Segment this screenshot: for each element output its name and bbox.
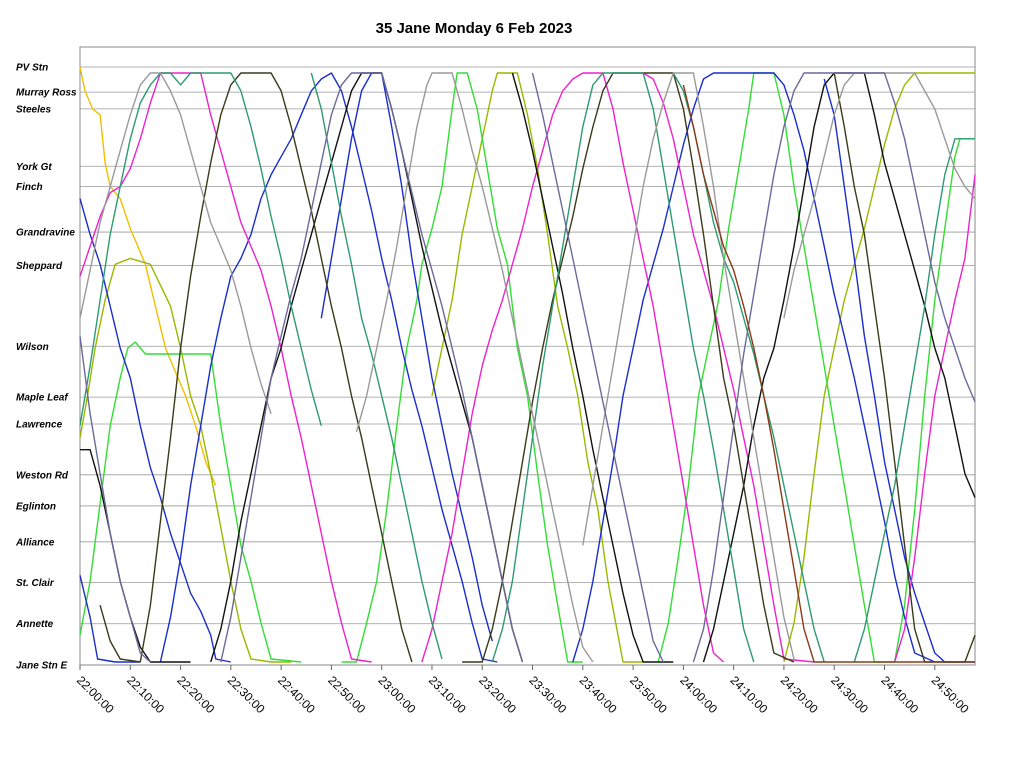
trip-line	[692, 72, 976, 663]
trip-line	[853, 138, 975, 663]
trip-line	[531, 72, 664, 663]
stop-label: Grandravine	[16, 228, 75, 239]
trip-line	[139, 72, 413, 663]
trip-line	[220, 72, 524, 663]
trip-line	[79, 341, 302, 663]
plot-area	[79, 46, 976, 666]
stop-label: Steeles	[16, 104, 51, 115]
x-tick-label: 22:10:00	[124, 673, 167, 716]
x-tick-label: 22:00:00	[74, 673, 117, 716]
x-tick-label: 22:40:00	[275, 673, 318, 716]
trip-line	[642, 72, 815, 663]
trip-line	[462, 72, 795, 663]
stop-label: St. Clair	[16, 578, 55, 589]
trip-line	[99, 605, 141, 663]
trip-line	[80, 449, 191, 663]
stop-label: Annette	[15, 619, 54, 630]
stop-label: Lawrence	[16, 420, 63, 431]
trip-line	[79, 72, 272, 415]
x-tick-label: 22:50:00	[325, 673, 368, 716]
stop-label: Eglinton	[16, 501, 56, 512]
x-tick-label: 24:20:00	[778, 673, 821, 716]
trip-line	[582, 72, 795, 660]
trip-line	[783, 72, 975, 663]
trip-line	[491, 72, 755, 663]
stop-label: Finch	[16, 182, 43, 193]
trip-line	[431, 72, 644, 663]
stop-label: Jane Stn E	[16, 661, 67, 672]
x-tick-label: 24:40:00	[878, 673, 921, 716]
trip-line	[682, 84, 975, 663]
trip-line	[79, 72, 322, 426]
trip-line	[355, 72, 594, 663]
x-tick-label: 22:20:00	[174, 673, 217, 716]
stop-label: PV Stn	[16, 63, 48, 74]
trip-line	[79, 72, 372, 663]
trip-line	[421, 72, 725, 663]
stop-label: Sheppard	[16, 261, 63, 272]
trip-line	[310, 72, 443, 660]
trip-line	[79, 336, 151, 663]
x-tick-label: 24:00:00	[677, 673, 720, 716]
trip-line	[79, 575, 141, 663]
trip-line	[823, 78, 975, 663]
x-tick-label: 24:50:00	[929, 673, 972, 716]
trip-line	[79, 198, 231, 663]
stop-label: Murray Ross	[16, 88, 77, 99]
x-tick-label: 23:10:00	[426, 673, 469, 716]
x-tick-label: 23:50:00	[627, 673, 670, 716]
trip-line	[511, 72, 674, 663]
trip-line	[341, 72, 583, 663]
trip-line	[159, 72, 498, 663]
stop-label: Weston Rd	[16, 470, 69, 481]
stop-label: Maple Leaf	[16, 393, 69, 404]
time-tick-labels: 22:00:00 22:10:00 22:20:00 22:30:00 22:40:00…	[74, 665, 972, 716]
trip-line	[702, 72, 976, 663]
trip-line	[572, 72, 936, 663]
x-tick-label: 23:20:00	[476, 673, 519, 716]
stop-label: Alliance	[15, 537, 55, 548]
trip-line	[79, 66, 217, 486]
x-tick-label: 23:30:00	[526, 673, 569, 716]
x-tick-label: 23:40:00	[577, 673, 620, 716]
trip-lines	[79, 66, 976, 663]
trip-line	[79, 257, 292, 663]
stop-labels: PV Stn Murray Ross Steeles York Gt Finch Gran…	[15, 63, 77, 672]
stop-label: York Gt	[16, 162, 52, 173]
trip-line	[320, 72, 493, 642]
x-tick-label: 24:10:00	[728, 673, 771, 716]
trip-line	[893, 174, 976, 663]
x-tick-label: 24:30:00	[828, 673, 871, 716]
stop-label: Wilson	[16, 342, 49, 353]
x-tick-label: 23:00:00	[376, 673, 419, 716]
chart-title: 35 Jane Monday 6 Feb 2023	[376, 20, 573, 37]
x-tick-label: 22:30:00	[225, 673, 268, 716]
trip-line	[783, 72, 976, 319]
